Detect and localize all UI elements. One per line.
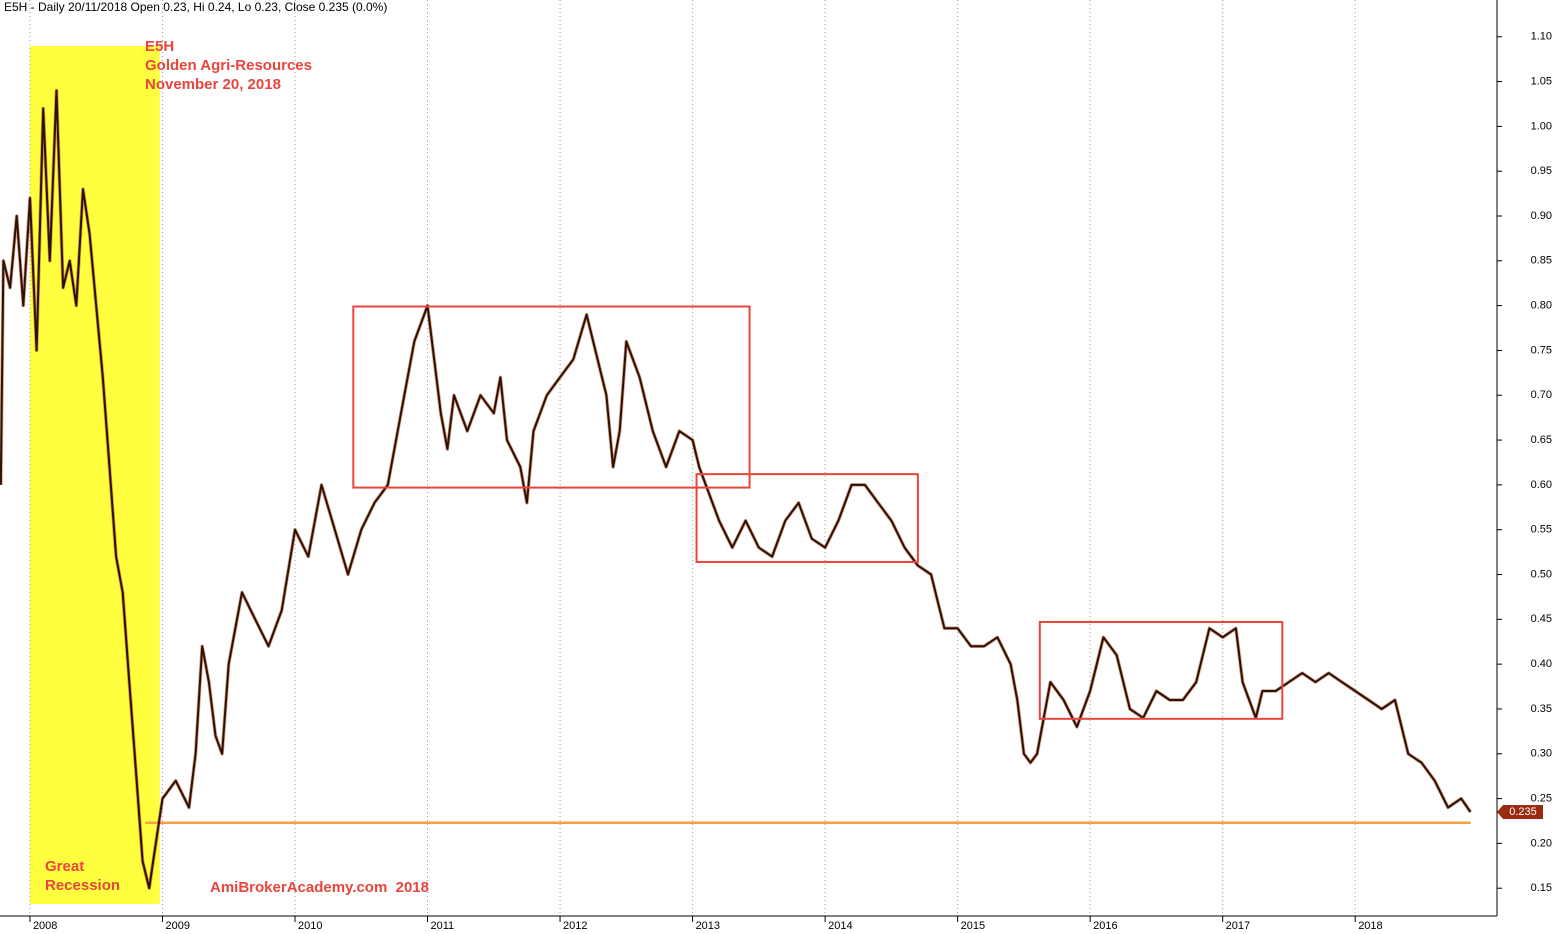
x-tick-label: 2009 — [165, 920, 189, 932]
y-tick-label: 0.20 — [1531, 837, 1552, 849]
last-value-pointer — [1497, 805, 1503, 820]
annotation: E5H — [145, 38, 174, 55]
y-tick-label: 0.35 — [1531, 703, 1552, 715]
data-layer — [0, 88, 1472, 890]
y-tick-label: 0.65 — [1531, 434, 1552, 446]
recession-label: Great — [45, 858, 84, 875]
y-tick-label: 0.50 — [1531, 568, 1552, 580]
y-tick-label: 0.25 — [1531, 792, 1552, 804]
y-tick-label: 0.85 — [1531, 255, 1552, 267]
y-tick-label: 1.10 — [1531, 31, 1552, 43]
x-tick-label: 2008 — [33, 920, 57, 932]
range-box — [1038, 621, 1284, 720]
x-tick-label: 2011 — [431, 920, 455, 932]
x-tick-label: 2016 — [1093, 920, 1117, 932]
y-tick-label: 1.00 — [1531, 120, 1552, 132]
last-value-box — [1503, 805, 1543, 820]
y-tick-label: 0.95 — [1531, 165, 1552, 177]
annotation: Golden Agri-Resources — [145, 57, 312, 74]
x-tick-label: 2014 — [828, 920, 852, 932]
y-tick-label: 0.90 — [1531, 210, 1552, 222]
y-tick-label: 0.75 — [1531, 344, 1552, 356]
highlight-band — [29, 46, 160, 904]
x-tick-label: 2015 — [961, 920, 985, 932]
y-tick-label: 0.60 — [1531, 479, 1552, 491]
y-tick-label: 0.40 — [1531, 658, 1552, 670]
price-line — [0, 89, 1472, 890]
y-tick-label: 0.80 — [1531, 300, 1552, 312]
footer-note: AmiBrokerAcademy.com 2018 — [210, 879, 429, 896]
x-tick-label: 2017 — [1226, 920, 1250, 932]
background-layer — [29, 46, 160, 904]
last-value-label: 0.235 — [1509, 806, 1537, 818]
chart-title: E5H - Daily 20/11/2018 Open 0.23, Hi 0.2… — [4, 0, 387, 14]
recession-label: Recession — [45, 877, 120, 894]
annotation: November 20, 2018 — [145, 76, 281, 93]
y-tick-label: 1.05 — [1531, 75, 1552, 87]
x-tick-label: 2013 — [696, 920, 720, 932]
y-tick-label: 0.70 — [1531, 389, 1552, 401]
range-box — [695, 473, 919, 563]
y-tick-label: 0.55 — [1531, 524, 1552, 536]
x-tick-label: 2018 — [1358, 920, 1382, 932]
x-tick-label: 2010 — [298, 920, 322, 932]
y-tick-label: 0.15 — [1531, 882, 1552, 894]
range-box — [352, 305, 751, 489]
x-tick-label: 2012 — [563, 920, 587, 932]
annotation-layer: 0.235 E5H Golden Agri-Resources November 20… — [45, 38, 1543, 896]
y-tick-label: 0.30 — [1531, 748, 1552, 760]
grid: 2008 2009 2010 2011 2012 2013 2014 2015 2016 2017… — [29, 0, 1552, 932]
y-tick-label: 0.45 — [1531, 613, 1552, 625]
